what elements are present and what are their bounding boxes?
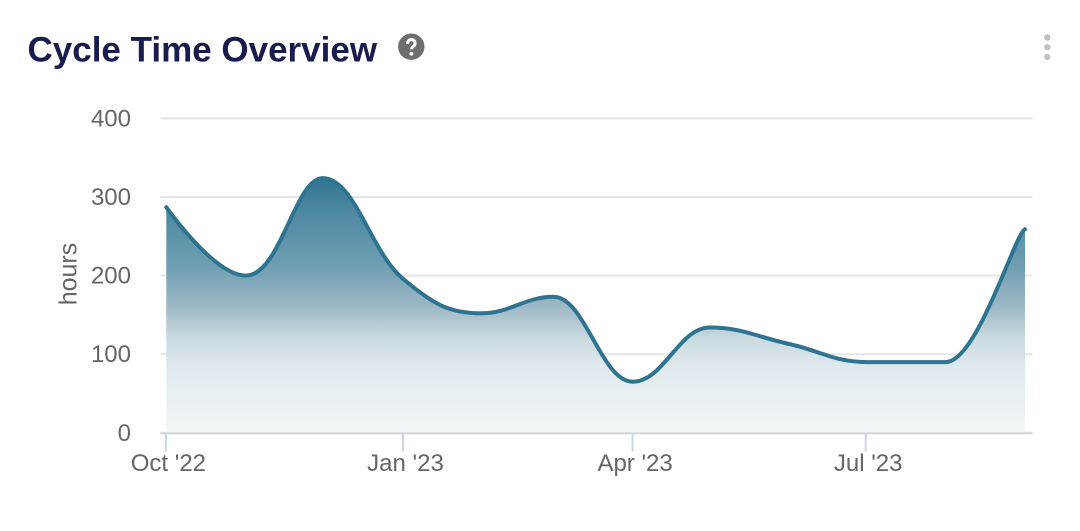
svg-text:Apr '23: Apr '23: [597, 450, 672, 477]
svg-text:100: 100: [91, 341, 131, 368]
svg-text:Jan '23: Jan '23: [367, 450, 444, 477]
svg-text:hours: hours: [55, 243, 83, 306]
svg-text:Cycle Time Overview: Cycle Time Overview: [28, 31, 378, 70]
svg-text:0: 0: [118, 420, 131, 447]
svg-text:Jul '23: Jul '23: [834, 450, 903, 477]
svg-text:400: 400: [91, 105, 131, 132]
svg-text:300: 300: [91, 184, 131, 211]
svg-text:Oct '22: Oct '22: [131, 450, 206, 477]
svg-text:200: 200: [91, 263, 131, 290]
